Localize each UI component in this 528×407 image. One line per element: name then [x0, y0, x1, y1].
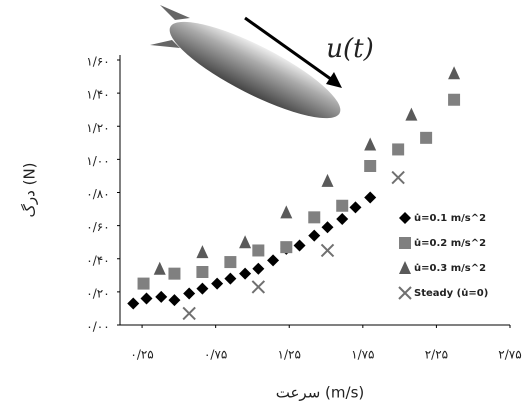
point	[196, 245, 208, 258]
legend-label: u̇=0.2 m/s^2	[414, 237, 486, 249]
point	[448, 94, 460, 106]
legend-marker	[399, 237, 411, 249]
point	[448, 66, 460, 79]
y-tick-label: ۰/۶۰	[86, 220, 109, 234]
point	[294, 240, 306, 252]
y-tick-label: ۰/۴۰	[86, 253, 109, 267]
legend-marker	[399, 212, 411, 224]
point	[280, 205, 292, 218]
y-tick-label: ۱/۴۰	[86, 88, 109, 102]
x-tick-label: ۰/۲۵	[130, 348, 153, 362]
y-axis-label: درگ (N)	[21, 162, 39, 217]
point	[140, 293, 152, 305]
page: {"chart_data":{"type":"scatter", "xlabel…	[0, 0, 528, 407]
point	[322, 221, 334, 233]
y-tick-label: ۰/۸۰	[86, 187, 109, 201]
x-tick-label: ۲/۷۵	[498, 348, 521, 362]
point	[308, 211, 320, 223]
chart: u(t) درگ (N) سرعت (m/s) ۰/۰۰ ۰/۲۰ ۰/۴۰ ۰/۶۰…	[0, 0, 528, 407]
y-tick-label: ۰/۰۰	[86, 320, 109, 334]
point	[224, 256, 236, 268]
submarine	[150, 5, 351, 135]
y-tick-label: ۰/۲۰	[86, 286, 109, 300]
legend-label: Steady (u̇=0)	[414, 287, 488, 299]
point	[392, 172, 404, 184]
point	[252, 244, 264, 256]
point	[405, 108, 417, 121]
point	[211, 278, 223, 290]
point	[224, 273, 236, 285]
x-tick-label: ۲/۲۵	[425, 348, 448, 362]
point	[196, 283, 208, 295]
point	[154, 262, 166, 275]
point	[420, 132, 432, 144]
point	[280, 241, 292, 253]
point	[336, 213, 348, 225]
point	[267, 254, 279, 266]
legend-marker	[399, 287, 411, 299]
point	[127, 297, 139, 309]
point	[155, 291, 167, 303]
x-tick-label: ۰/۷۵	[204, 348, 227, 362]
point	[252, 263, 264, 275]
point	[364, 137, 376, 150]
x-tick-label: ۱/۷۵	[351, 348, 374, 362]
point	[183, 288, 195, 300]
point	[196, 266, 208, 278]
annotation: u(t)	[326, 34, 373, 64]
point	[322, 244, 334, 256]
point	[252, 281, 264, 293]
point	[364, 191, 376, 203]
point	[308, 230, 320, 242]
legend-label: u̇=0.3 m/s^2	[414, 262, 486, 274]
legend-label: u̇=0.1 m/s^2	[414, 212, 486, 224]
y-tick-label: ۱/۲۰	[86, 121, 109, 135]
point	[183, 307, 195, 319]
y-tick-label: ۱/۶۰	[86, 55, 109, 69]
x-tick-label: ۱/۲۵	[278, 348, 301, 362]
point	[239, 235, 251, 248]
point	[168, 294, 180, 306]
y-tick-label: ۱/۰۰	[86, 154, 109, 168]
legend-marker	[399, 261, 411, 274]
point	[392, 143, 404, 155]
point	[349, 201, 361, 213]
point	[239, 268, 251, 280]
point	[322, 174, 334, 187]
point	[364, 160, 376, 172]
point	[336, 200, 348, 212]
point	[138, 278, 150, 290]
point	[168, 268, 180, 280]
x-axis-label: سرعت (m/s)	[276, 384, 364, 402]
